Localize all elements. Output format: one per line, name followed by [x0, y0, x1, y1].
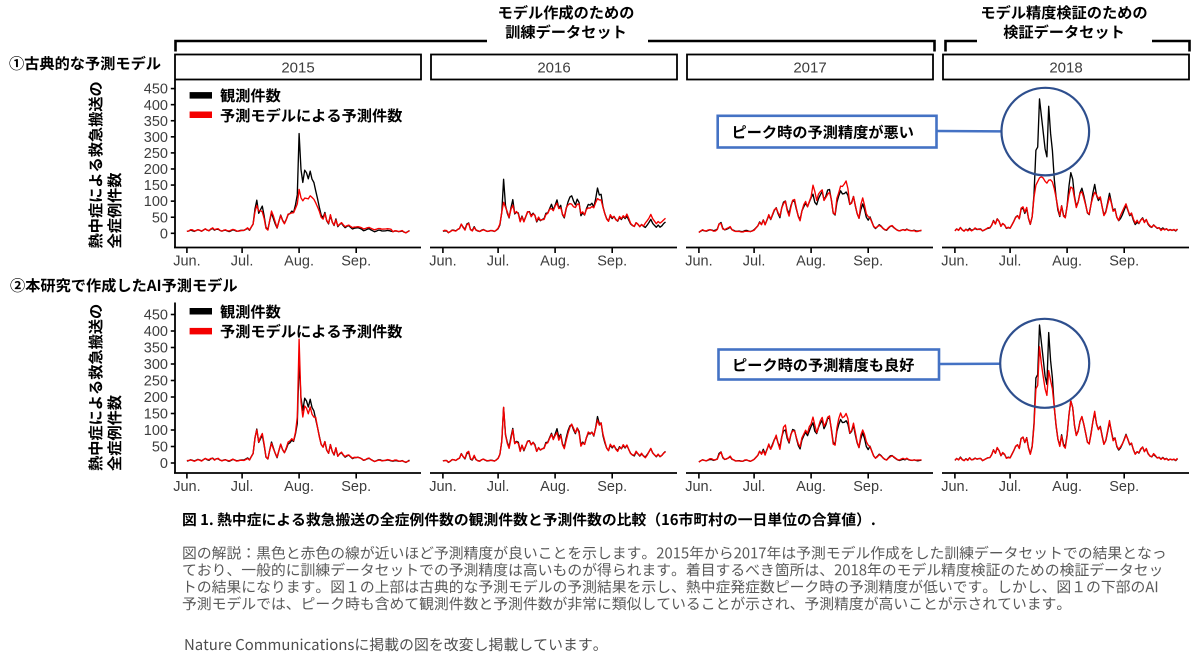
svg-text:50: 50: [152, 440, 168, 456]
svg-text:250: 250: [144, 374, 168, 390]
svg-text:Sep.: Sep.: [853, 254, 883, 270]
svg-text:Jun.: Jun.: [429, 254, 456, 270]
svg-text:Aug.: Aug.: [1052, 479, 1082, 495]
svg-text:400: 400: [144, 324, 168, 340]
svg-text:Sep.: Sep.: [1109, 479, 1139, 495]
svg-text:400: 400: [144, 98, 168, 114]
svg-text:450: 450: [144, 308, 168, 324]
svg-text:Aug.: Aug.: [284, 254, 314, 270]
svg-text:2018: 2018: [1049, 59, 1082, 76]
svg-text:0: 0: [160, 226, 168, 242]
svg-text:0: 0: [160, 456, 168, 472]
svg-text:450: 450: [144, 82, 168, 98]
svg-text:200: 200: [144, 390, 168, 406]
svg-text:100: 100: [144, 194, 168, 210]
svg-text:100: 100: [144, 423, 168, 439]
svg-text:200: 200: [144, 162, 168, 178]
svg-text:Jun.: Jun.: [941, 479, 968, 495]
svg-text:2015: 2015: [281, 59, 314, 76]
svg-text:350: 350: [144, 341, 168, 357]
svg-text:50: 50: [152, 210, 168, 226]
svg-text:Sep.: Sep.: [341, 479, 371, 495]
svg-text:2017: 2017: [793, 59, 826, 76]
svg-text:Jul.: Jul.: [999, 254, 1022, 270]
svg-text:Jul.: Jul.: [231, 479, 254, 495]
svg-text:Jul.: Jul.: [743, 479, 766, 495]
svg-text:Aug.: Aug.: [796, 479, 826, 495]
svg-text:Sep.: Sep.: [597, 254, 627, 270]
svg-text:Jul.: Jul.: [487, 254, 510, 270]
svg-text:Jun.: Jun.: [941, 254, 968, 270]
svg-text:Sep.: Sep.: [1109, 254, 1139, 270]
svg-text:Jun.: Jun.: [685, 254, 712, 270]
svg-text:Aug.: Aug.: [284, 479, 314, 495]
svg-text:Jun.: Jun.: [429, 479, 456, 495]
svg-text:Jul.: Jul.: [999, 479, 1022, 495]
svg-text:2016: 2016: [537, 59, 570, 76]
svg-text:250: 250: [144, 146, 168, 162]
svg-text:150: 150: [144, 178, 168, 194]
svg-text:Jun.: Jun.: [173, 254, 200, 270]
svg-text:Aug.: Aug.: [796, 254, 826, 270]
svg-text:150: 150: [144, 407, 168, 423]
svg-text:Jul.: Jul.: [487, 479, 510, 495]
svg-text:Jul.: Jul.: [231, 254, 254, 270]
svg-text:Sep.: Sep.: [853, 479, 883, 495]
svg-text:Jun.: Jun.: [685, 479, 712, 495]
svg-text:Sep.: Sep.: [597, 479, 627, 495]
svg-text:350: 350: [144, 114, 168, 130]
svg-text:Jun.: Jun.: [173, 479, 200, 495]
svg-text:300: 300: [144, 130, 168, 146]
svg-text:Jul.: Jul.: [743, 254, 766, 270]
svg-text:Aug.: Aug.: [540, 479, 570, 495]
svg-text:300: 300: [144, 357, 168, 373]
svg-text:Sep.: Sep.: [341, 254, 371, 270]
svg-text:Aug.: Aug.: [540, 254, 570, 270]
svg-text:Aug.: Aug.: [1052, 254, 1082, 270]
